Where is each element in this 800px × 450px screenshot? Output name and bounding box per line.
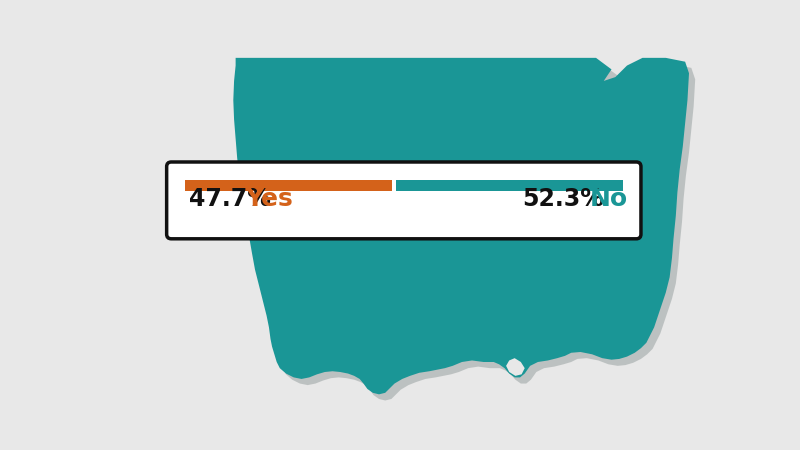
Text: Yes: Yes	[246, 187, 293, 211]
Bar	[185, 180, 392, 191]
Polygon shape	[506, 358, 525, 376]
Polygon shape	[234, 58, 689, 394]
Text: 52.3%: 52.3%	[522, 187, 604, 211]
FancyBboxPatch shape	[166, 162, 641, 239]
Text: No: No	[590, 187, 628, 211]
Bar	[395, 180, 622, 191]
Text: 47.7%: 47.7%	[189, 187, 270, 211]
Polygon shape	[239, 64, 695, 400]
